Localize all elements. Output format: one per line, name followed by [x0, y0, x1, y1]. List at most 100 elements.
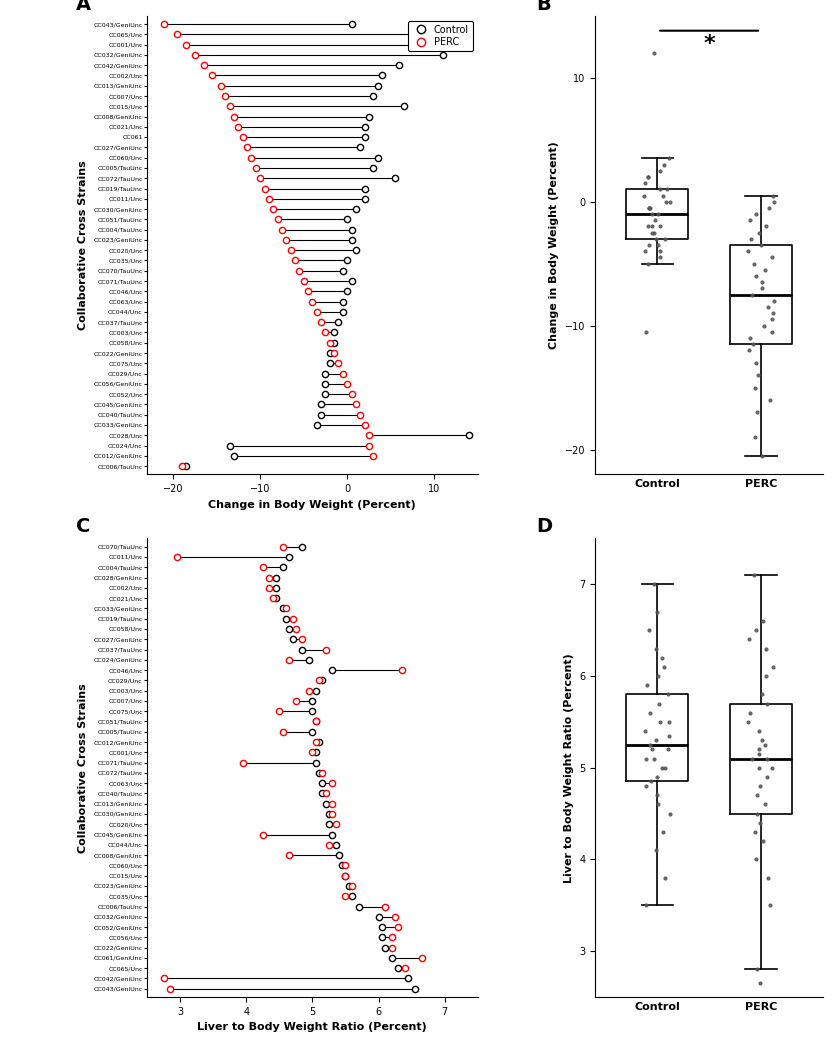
- Point: [752, 760, 765, 776]
- Point: [755, 447, 769, 464]
- Point: [743, 329, 757, 346]
- Point: [759, 795, 772, 812]
- Point: [763, 391, 776, 408]
- Point: [749, 621, 763, 638]
- Y-axis label: Change in Body Weight (Percent): Change in Body Weight (Percent): [549, 141, 559, 349]
- Point: [748, 428, 762, 445]
- Point: [755, 732, 769, 749]
- Point: [662, 741, 675, 757]
- Point: [767, 658, 780, 675]
- Point: [749, 851, 763, 868]
- Point: [767, 292, 780, 309]
- Point: [654, 180, 667, 197]
- Point: [645, 218, 659, 235]
- Point: [645, 225, 659, 242]
- Point: [753, 975, 767, 992]
- Point: [751, 367, 764, 384]
- Point: [639, 897, 653, 914]
- Point: [748, 379, 762, 396]
- Point: [648, 750, 661, 767]
- Point: [648, 212, 662, 229]
- Point: [744, 230, 758, 247]
- Y-axis label: Liver to Body Weight Ratio (Percent): Liver to Body Weight Ratio (Percent): [564, 653, 574, 883]
- Point: [755, 274, 769, 291]
- Point: [651, 787, 664, 804]
- Point: [765, 311, 779, 328]
- Point: [659, 760, 672, 776]
- Point: [763, 199, 776, 216]
- Y-axis label: Collaborative Cross Strains: Collaborative Cross Strains: [78, 683, 88, 852]
- Point: [759, 262, 772, 279]
- Point: [759, 640, 773, 657]
- Point: [647, 576, 660, 593]
- Point: [658, 658, 671, 675]
- Point: [649, 230, 663, 247]
- Point: [659, 193, 673, 210]
- Text: B: B: [536, 0, 550, 14]
- Point: [641, 169, 654, 186]
- Point: [660, 180, 674, 197]
- Point: [642, 255, 655, 272]
- Point: [649, 732, 663, 749]
- Point: [643, 736, 656, 753]
- Point: [654, 713, 667, 730]
- Point: [639, 324, 653, 341]
- Point: [765, 760, 779, 776]
- Point: [657, 824, 670, 841]
- Point: [753, 225, 766, 242]
- Point: [757, 318, 770, 334]
- Point: [651, 236, 664, 253]
- Point: [755, 686, 769, 703]
- Point: [749, 268, 763, 285]
- Point: [647, 44, 660, 61]
- Point: [746, 286, 759, 303]
- Point: [751, 961, 764, 978]
- Point: [753, 814, 766, 831]
- Point: [756, 832, 769, 849]
- Point: [751, 787, 764, 804]
- Point: [657, 156, 670, 173]
- Point: [641, 676, 654, 693]
- Point: [754, 236, 768, 253]
- Point: [753, 778, 767, 794]
- Point: [649, 842, 663, 859]
- Point: [742, 342, 755, 359]
- Point: [662, 686, 675, 703]
- Point: [664, 193, 677, 210]
- Point: [650, 603, 664, 620]
- Point: [767, 193, 780, 210]
- Point: [643, 199, 656, 216]
- Y-axis label: Collaborative Cross Strains: Collaborative Cross Strains: [78, 160, 88, 330]
- Point: [765, 249, 779, 266]
- X-axis label: Liver to Body Weight Ratio (Percent): Liver to Body Weight Ratio (Percent): [197, 1022, 428, 1032]
- Point: [652, 695, 665, 712]
- Point: [654, 218, 667, 235]
- Point: [654, 249, 667, 266]
- X-axis label: Change in Body Weight (Percent): Change in Body Weight (Percent): [208, 500, 417, 510]
- Point: [755, 280, 769, 296]
- Text: A: A: [76, 0, 91, 14]
- Point: [748, 824, 762, 841]
- Point: [644, 773, 658, 790]
- Point: [750, 805, 764, 822]
- Point: [742, 243, 755, 260]
- Point: [752, 746, 765, 763]
- Point: [750, 404, 764, 421]
- Point: [761, 750, 774, 767]
- Text: C: C: [76, 517, 90, 536]
- Point: [743, 705, 757, 722]
- Point: [764, 897, 777, 914]
- Legend: Control, PERC: Control, PERC: [407, 21, 473, 52]
- Point: [762, 299, 775, 315]
- Point: [659, 230, 672, 247]
- Point: [753, 741, 766, 757]
- Point: [645, 206, 659, 223]
- Point: [757, 613, 770, 630]
- Point: [647, 225, 660, 242]
- Point: [641, 218, 654, 235]
- Point: [652, 795, 665, 812]
- Point: [766, 187, 780, 204]
- Point: [653, 243, 666, 260]
- Point: [743, 631, 756, 648]
- Point: [748, 255, 761, 272]
